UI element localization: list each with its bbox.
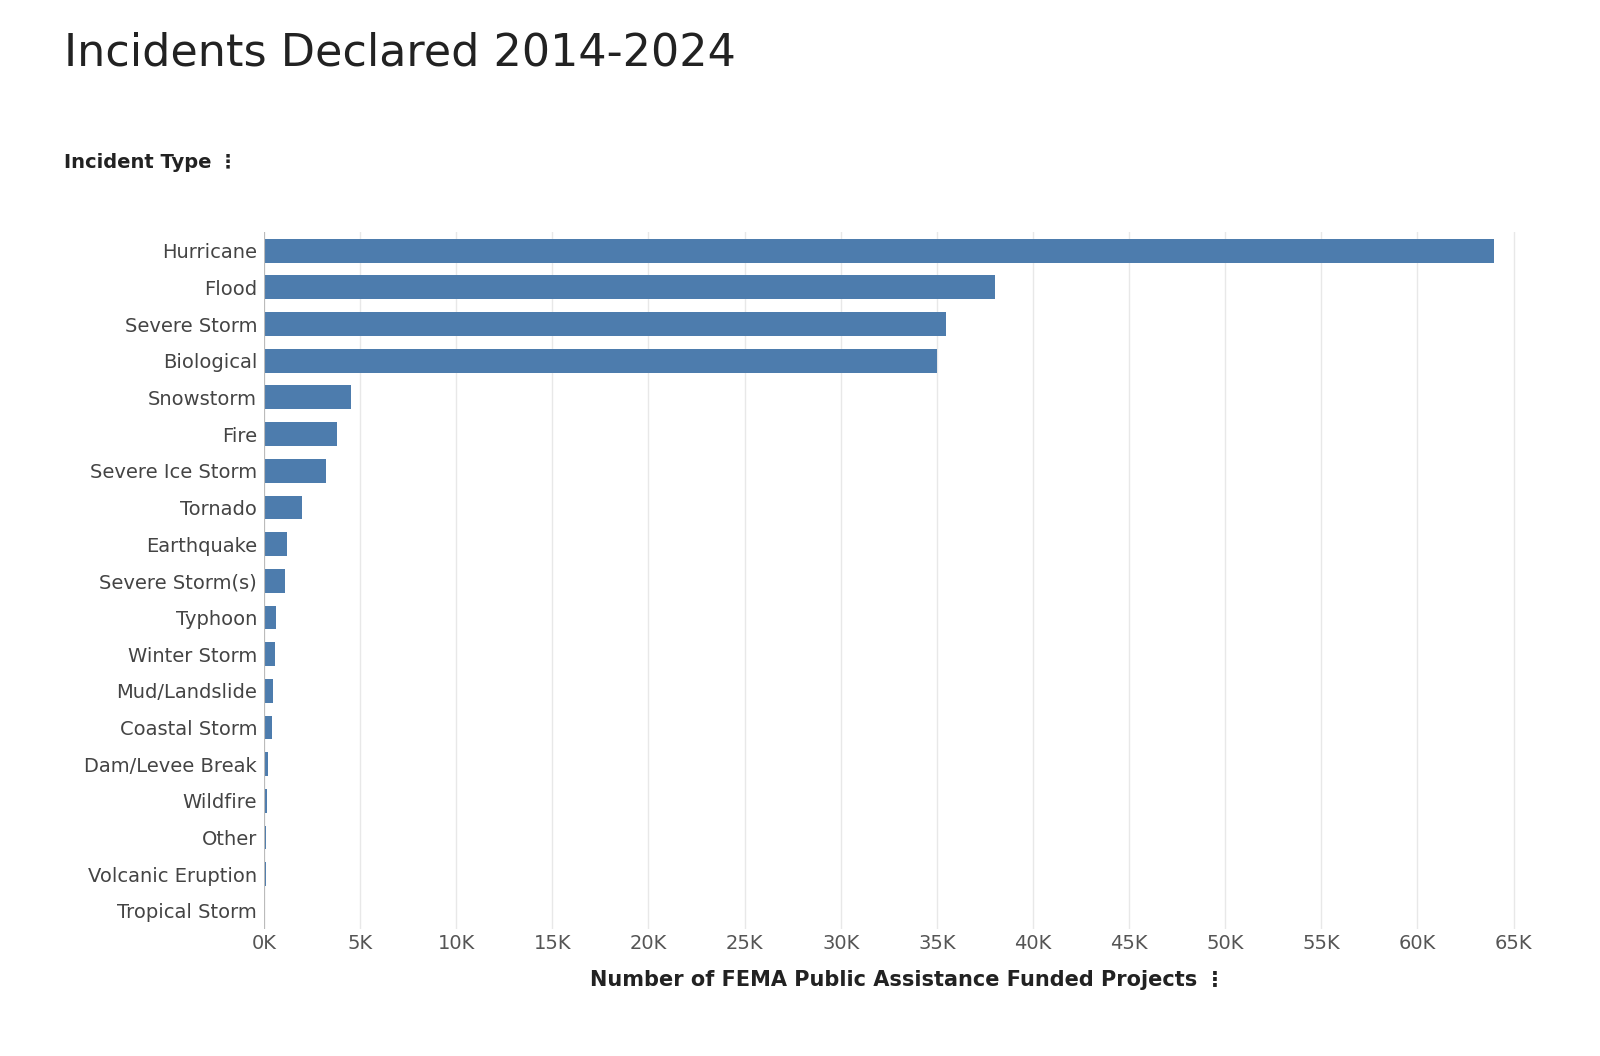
Text: Incident Type ⋮: Incident Type ⋮ — [64, 153, 238, 172]
Bar — [264, 385, 350, 410]
Bar — [264, 276, 995, 299]
Bar — [264, 679, 272, 703]
Bar — [264, 495, 302, 520]
Bar — [264, 569, 285, 592]
X-axis label: Number of FEMA Public Assistance Funded Projects ⋮: Number of FEMA Public Assistance Funded … — [590, 969, 1226, 989]
Bar — [264, 716, 272, 739]
Bar — [264, 532, 286, 557]
Bar — [264, 458, 325, 483]
Bar — [264, 752, 267, 776]
Bar — [264, 313, 947, 336]
Bar — [264, 239, 1494, 263]
Text: Incidents Declared 2014-2024: Incidents Declared 2014-2024 — [64, 32, 736, 75]
Bar — [264, 642, 275, 666]
Bar — [264, 422, 338, 446]
Bar — [264, 348, 938, 373]
Bar — [264, 789, 267, 813]
Bar — [264, 605, 275, 629]
Bar — [264, 826, 266, 849]
